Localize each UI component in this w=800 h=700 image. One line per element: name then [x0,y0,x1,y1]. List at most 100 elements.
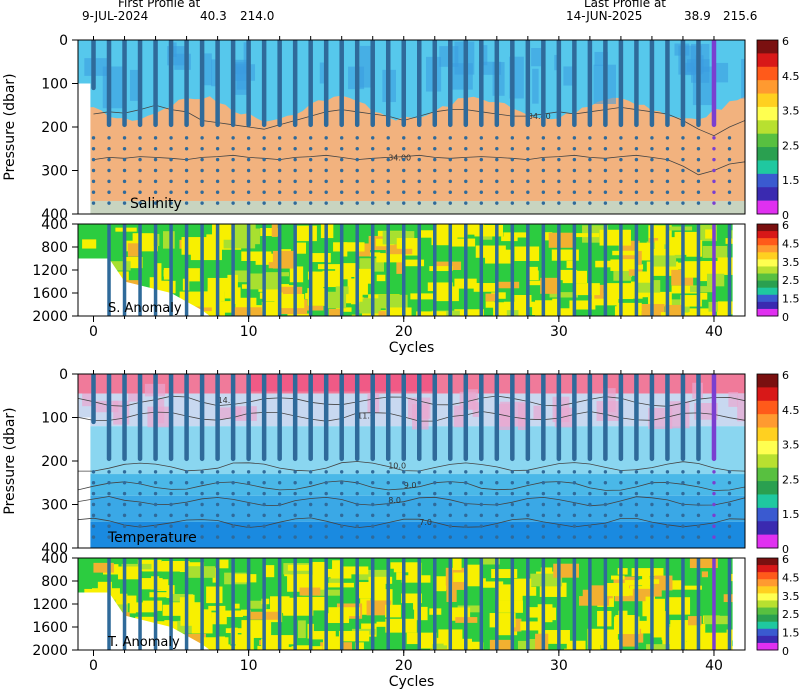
sample-dot [293,190,297,194]
sample-dot [277,179,282,184]
temperature-label: Temperature [107,530,197,546]
sample-dot [665,491,670,496]
sample-dot [619,190,623,194]
sample-dot [386,201,390,205]
y-tick-label: 200 [41,120,68,136]
sample-dot [122,147,127,151]
sample-dot [262,157,266,162]
sample-dot [495,535,499,539]
colorbar-swatch [757,53,778,68]
last-profile-lon: 215.6 [723,9,758,23]
temperature-contour-label: 11.0 [357,411,375,420]
sample-dot [588,190,592,194]
sample-dot [184,513,189,518]
colorbar-swatch [757,259,778,267]
sample-dot [588,136,592,140]
sample-dot [681,147,685,151]
sample-dot [479,136,484,140]
sample-dot [262,190,266,194]
sample-dot [727,491,732,496]
colorbar-swatch [757,93,778,108]
sample-dot [262,136,266,140]
sample-dot [712,513,716,518]
sample-dot [277,168,282,173]
sample-dot [433,190,437,194]
sample-dot [277,535,282,539]
sample-dot [339,179,344,184]
sample-dot [603,481,608,485]
sample-dot [541,190,546,194]
sample-dot [107,190,111,194]
sample-dot [339,201,344,205]
sample-dot [557,513,561,518]
sample-dot [262,481,266,485]
sample-dot [665,147,670,151]
sample-dot [246,535,251,539]
sample-dot [541,481,546,485]
sample-dot [184,470,189,474]
sample-dot [138,201,142,205]
sample-dot [308,201,313,205]
colorbar-swatch [757,414,778,429]
sample-dot [293,481,297,485]
colorbar-label: 3.5 [782,256,800,269]
y-tick-label: 2000 [32,309,68,325]
sample-dot [402,136,406,140]
colorbar-label: 1.5 [782,293,800,306]
sample-dot [386,524,390,528]
sample-dot [107,136,111,140]
sample-dot [402,147,406,151]
sample-dot [557,147,561,151]
sample-dot [510,157,515,162]
temperature-contour-label: 10.0 [388,461,406,470]
colorbar-swatch [757,224,778,232]
x-tick-label: 0 [89,324,98,340]
colorbar-swatch [757,273,778,282]
sample-dot [433,168,437,173]
sample-dot [91,147,96,151]
sample-dot [526,535,530,539]
sample-dot [526,201,530,205]
sample-dot [215,535,220,539]
sample-dot [479,524,484,528]
sample-dot [402,190,406,194]
sample-dot [91,470,96,474]
sample-dot [588,513,592,518]
sample-dot [184,201,189,205]
sample-dot [308,147,313,151]
colorbar-swatch [757,481,778,495]
sample-dot [634,513,639,518]
sample-dot [448,157,452,162]
colorbar-swatch [757,147,778,161]
sample-dot [603,470,608,474]
sample-dot [122,201,127,205]
sample-dot [184,157,189,162]
y-tick-label: 800 [41,240,68,256]
sample-dot [215,470,220,474]
sample-dot [634,502,639,507]
sample-dot [262,179,266,184]
sample-dot [665,502,670,507]
sample-dot [572,157,577,162]
sample-dot [557,190,561,194]
sample-dot [588,535,592,539]
temperature-contour-0 [78,395,745,407]
sample-dot [402,179,406,184]
sample-dot [308,179,313,184]
sample-dot [557,524,561,528]
sample-dot [665,157,670,162]
sample-dot [712,147,716,151]
y-tick-label: 100 [41,411,68,427]
colorbar-swatch [757,245,778,253]
sample-dot [371,201,375,205]
sample-dot [339,524,344,528]
sample-dot [371,147,375,151]
sample-dot [107,168,111,173]
sample-dot [665,201,670,205]
sample-dot [91,157,96,162]
sample-dot [91,168,96,173]
sample-dot [293,513,297,518]
sample-dot [665,168,670,173]
sample-dot [277,513,282,518]
sample-dot [91,513,96,518]
